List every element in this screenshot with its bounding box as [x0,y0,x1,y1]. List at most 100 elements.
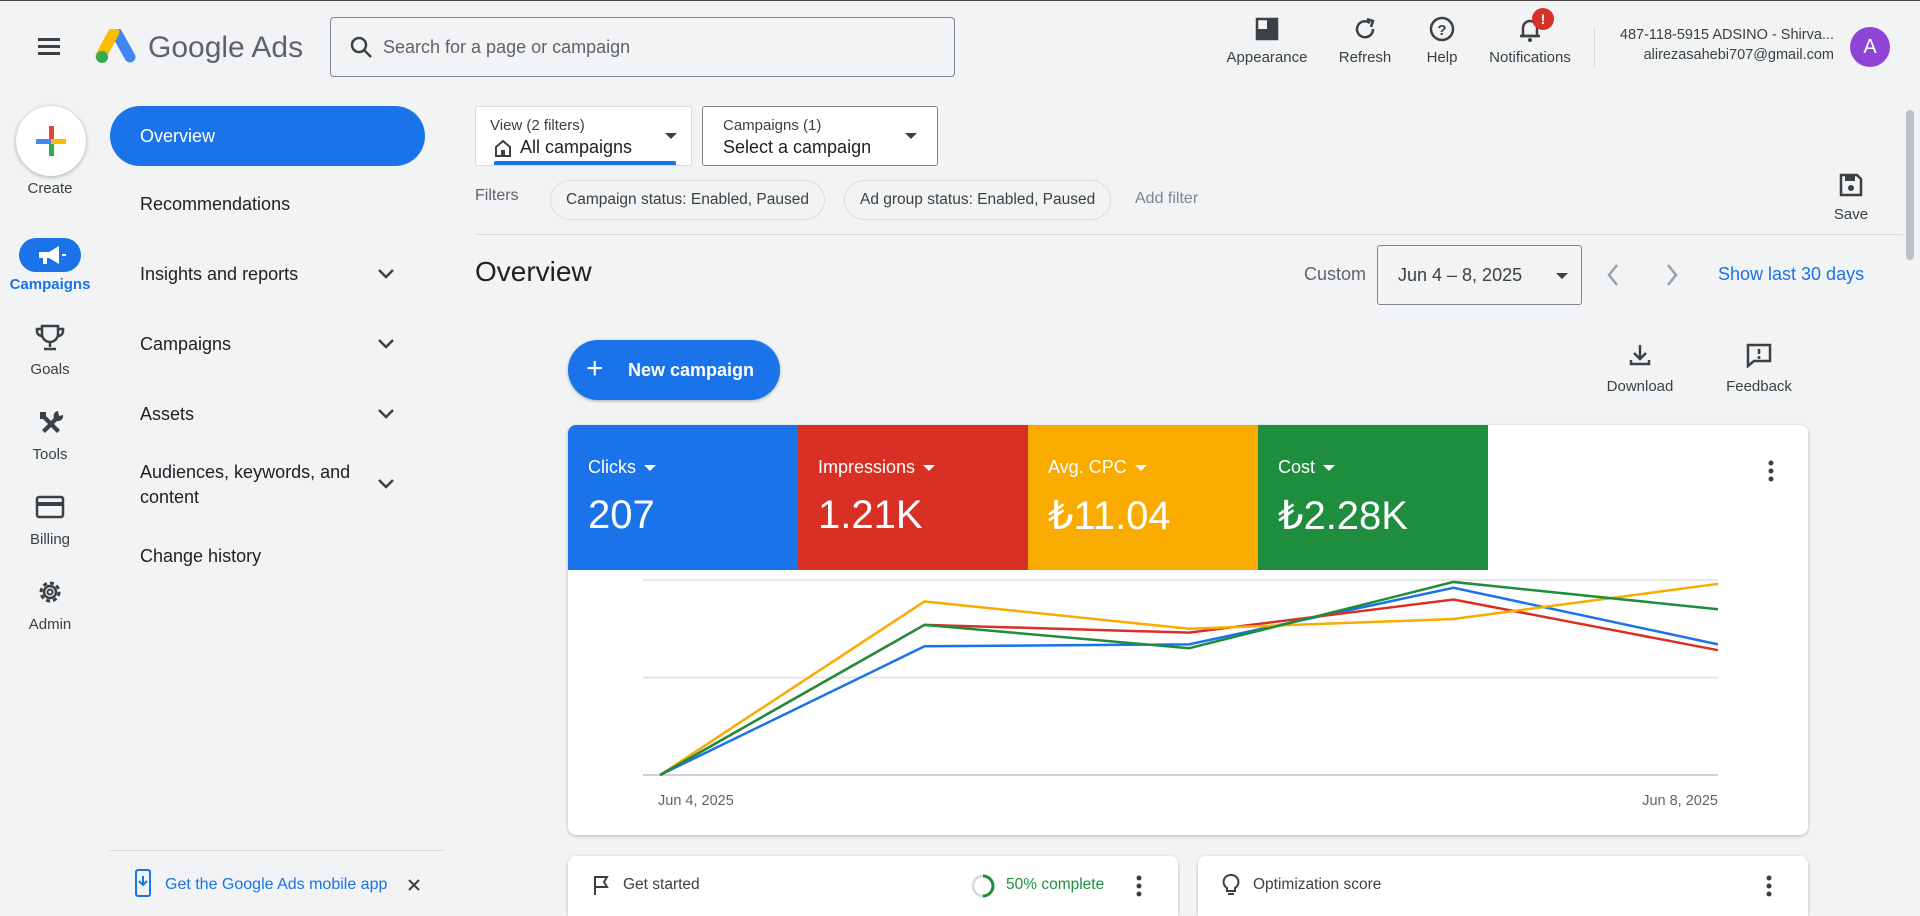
date-range-type: Custom [1304,264,1367,284]
metric-label: Cost [1278,457,1316,477]
google-ads-logo[interactable]: Google Ads [94,26,303,69]
metric-clicks[interactable]: Clicks 207 [568,425,798,570]
campaign-value: Select a campaign [723,137,872,157]
filter-chip[interactable]: Ad group status: Enabled, Paused [844,180,1112,220]
date-range-picker[interactable]: Jun 4 – 8, 2025 [1377,245,1582,305]
nav-label: Assets [140,404,195,424]
refresh-icon [1355,17,1375,39]
scrollbar[interactable] [1906,110,1914,260]
feedback-button[interactable]: Feedback [1714,342,1804,395]
chevron-left-icon[interactable] [1605,262,1621,288]
progress-label: 50% complete [1006,876,1105,893]
menu-icon[interactable] [34,31,64,61]
app-promo-link[interactable]: Get the Google Ads mobile app [165,876,388,893]
get-started-card[interactable]: Get started 50% complete [568,856,1178,916]
metric-label: Clicks [588,457,636,477]
search-icon [350,36,372,58]
more-vert-icon[interactable] [1766,875,1772,897]
feedback-label: Feedback [1726,378,1792,395]
date-range-value: Jun 4 – 8, 2025 [1398,265,1523,285]
save-label: Save [1833,206,1869,223]
campaigns-rail-label[interactable]: Campaigns [9,276,91,293]
mobile-app-promo[interactable]: Get the Google Ads mobile app [110,850,445,912]
help-button[interactable]: ? Help [1416,15,1468,75]
create-button[interactable] [16,106,86,176]
nav-item-change-history[interactable]: Change history [110,546,425,567]
metric-value: 1.21K [818,493,923,537]
metric-avg-cpc[interactable]: Avg. CPC ₺11.04 [1028,425,1258,570]
metric-value: ₺11.04 [1048,494,1171,538]
new-campaign-label: New campaign [628,360,755,380]
account-email[interactable]: alirezasahebi707@gmail.com [1643,47,1834,63]
tools-icon[interactable] [30,406,70,438]
nav-item-assets[interactable]: Assets [110,404,425,425]
nav-item-insights[interactable]: Insights and reports [110,264,425,285]
nav-item-campaigns[interactable]: Campaigns [110,334,425,355]
filter-chip[interactable]: Campaign status: Enabled, Paused [550,180,825,220]
tools-label[interactable]: Tools [32,446,68,463]
caret-down-icon [644,465,656,472]
nav-label: Campaigns [140,334,232,354]
help-icon: ? [1429,16,1455,42]
billing-label[interactable]: Billing [29,531,71,548]
account-name[interactable]: 487-118-5915 ADSINO - Shirva... [1619,27,1834,43]
avatar[interactable]: A [1850,27,1890,67]
appearance-label: Appearance [1226,49,1308,66]
chevron-down-icon [378,269,394,279]
new-campaign-button[interactable]: + New campaign [568,340,780,400]
metric-cost[interactable]: Cost ₺2.28K [1258,425,1488,570]
add-filter-button[interactable]: Add filter [1135,190,1199,207]
notifications-label: Notifications [1489,49,1571,66]
download-button[interactable]: Download [1595,342,1685,395]
campaign-count: Campaigns (1) [723,117,822,134]
view-underline [494,161,676,165]
notification-badge: ! [1532,8,1554,30]
metric-label: Impressions [818,457,916,477]
optimization-score-card[interactable]: Optimization score [1198,856,1808,916]
progress-ring [971,874,995,898]
credit-card-icon[interactable] [30,492,70,524]
series-line-avg-cpc [659,582,1719,777]
get-started-title: Get started [623,876,700,893]
refresh-label: Refresh [1338,49,1392,66]
plus-icon: + [586,352,604,385]
nav-label: Recommendations [140,194,291,214]
save-button[interactable]: Save [1826,172,1876,223]
view-filter-count: View (2 filters) [490,117,585,134]
optimization-title: Optimization score [1253,876,1382,893]
appearance-button[interactable]: Appearance [1222,15,1312,75]
help-label: Help [1426,49,1458,66]
divider [475,234,1903,235]
caret-down-icon [1134,465,1147,472]
chevron-right-icon[interactable] [1664,262,1680,288]
app-name: Google Ads [148,31,304,64]
campaign-selector[interactable]: Campaigns (1) Select a campaign [702,106,938,166]
goals-label[interactable]: Goals [30,361,70,378]
nav-item-audiences[interactable]: Audiences, keywords, and content [110,460,425,510]
flag-icon [594,876,609,895]
phone-icon [135,869,151,897]
gear-icon[interactable] [30,576,70,608]
caret-down-icon [905,133,917,139]
search-box[interactable] [330,17,955,77]
trophy-icon[interactable] [30,322,70,354]
more-vert-icon[interactable] [1768,460,1774,482]
view-selector[interactable]: View (2 filters) All campaigns [475,106,692,166]
megaphone-icon [39,246,66,264]
feedback-icon [1746,343,1772,369]
metric-impressions[interactable]: Impressions 1.21K [798,425,1028,570]
metric-label: Avg. CPC [1048,457,1127,477]
nav-item-overview[interactable]: Overview [110,106,425,166]
more-vert-icon[interactable] [1136,875,1142,897]
notifications-button[interactable]: Notifications [1482,15,1578,75]
campaigns-rail-button[interactable] [19,238,81,272]
search-input[interactable] [383,32,923,62]
show-last-30-days-link[interactable]: Show last 30 days [1718,264,1865,284]
admin-label[interactable]: Admin [28,616,72,633]
chevron-down-icon [378,479,394,489]
google-ads-logo-icon [95,26,136,63]
nav-item-recommendations[interactable]: Recommendations [110,194,425,215]
close-icon[interactable] [407,878,421,892]
caret-down-icon [923,465,936,472]
refresh-button[interactable]: Refresh [1325,15,1405,75]
